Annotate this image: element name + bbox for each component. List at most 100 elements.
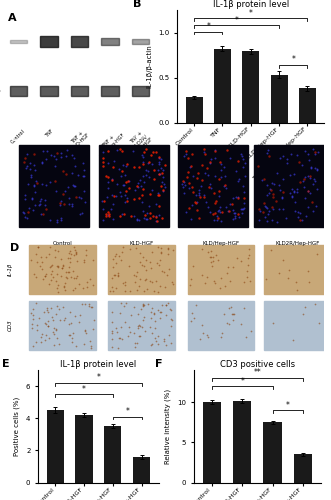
Point [68,254,73,262]
Point [31,162,37,170]
Point [117,212,122,220]
Point [51,274,56,281]
Point [213,146,218,154]
Point [227,277,232,285]
Point [307,278,312,286]
Point [47,334,52,342]
Point [110,318,115,326]
Point [157,256,163,264]
Point [216,187,222,195]
Point [262,214,267,222]
Bar [47,410,64,482]
Point [298,178,303,186]
Point [157,212,162,220]
Point [112,192,117,200]
Point [149,329,155,337]
Point [123,299,128,307]
Point [200,245,205,253]
Point [157,202,162,209]
Point [56,306,61,314]
Point [276,269,281,277]
Point [68,274,73,281]
Bar [108,300,175,350]
Point [76,280,82,288]
Point [230,316,235,324]
Point [126,178,132,186]
Point [49,314,54,322]
Point [52,342,57,349]
Point [21,210,26,218]
Point [91,316,97,324]
Point [220,208,225,216]
Point [109,283,115,291]
Point [217,203,222,211]
Point [165,299,170,307]
Title: IL-1β protein level: IL-1β protein level [213,0,289,9]
Point [308,164,314,172]
Point [137,332,143,340]
Point [144,284,150,292]
Point [208,180,213,188]
Point [54,326,59,334]
Point [23,154,28,162]
Point [90,280,96,288]
Point [264,150,269,158]
Point [110,264,115,272]
Bar [270,75,288,122]
Bar [71,86,88,96]
Point [69,338,74,346]
Point [48,244,53,252]
Point [132,329,137,337]
Point [161,268,166,276]
Point [88,302,94,310]
Point [118,192,123,200]
Point [156,158,162,166]
Point [309,198,315,206]
Point [280,256,285,264]
Text: *: * [125,407,129,416]
Point [236,157,241,165]
Point [182,152,187,160]
Point [118,323,123,331]
Point [109,327,115,335]
Point [155,306,160,314]
Point [266,188,272,196]
Point [87,300,92,308]
Point [78,210,83,218]
Point [240,205,246,213]
Point [76,318,81,326]
Point [88,274,93,282]
Point [188,215,194,223]
Point [232,212,238,220]
Point [135,324,141,332]
Point [180,177,185,185]
Bar [99,146,169,228]
Point [263,203,268,211]
Text: KLD-HGF: KLD-HGF [121,135,146,140]
Point [74,250,79,258]
Point [306,187,311,195]
Point [229,303,234,311]
Point [101,196,106,204]
Point [69,168,74,176]
Point [198,334,203,342]
Point [100,148,106,156]
Point [135,184,141,192]
Point [229,310,234,318]
Point [295,185,300,193]
Point [31,270,37,278]
Point [68,247,73,255]
Point [159,249,164,257]
Point [118,334,123,342]
Point [265,218,270,226]
Point [50,261,55,269]
Point [158,164,164,172]
Y-axis label: Relative intensity (%): Relative intensity (%) [165,388,171,464]
Point [180,184,186,192]
Point [162,334,167,342]
Point [100,154,105,162]
Point [190,262,195,270]
Bar [264,244,331,294]
Point [163,302,168,310]
Point [244,272,250,280]
